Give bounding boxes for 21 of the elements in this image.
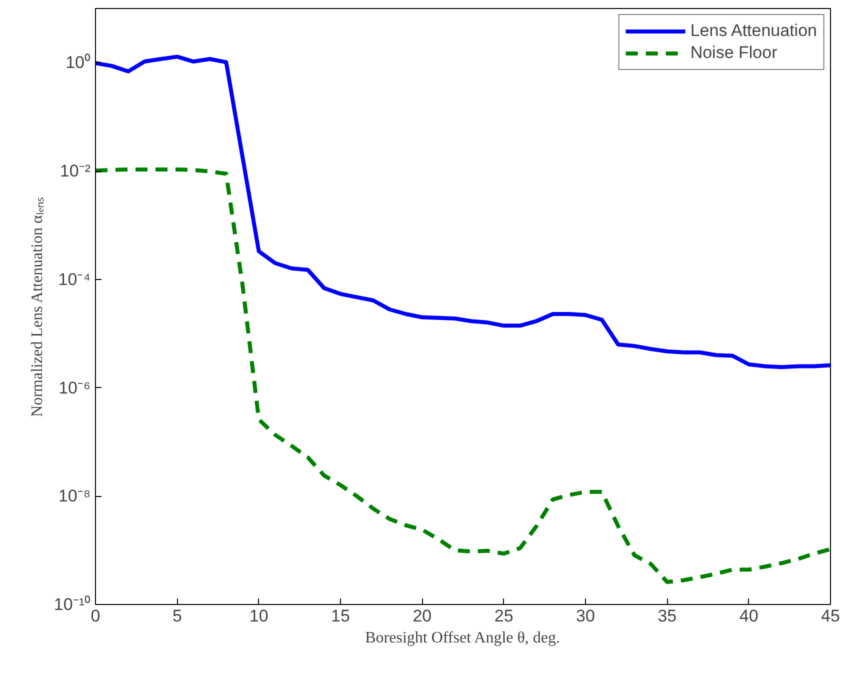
y-tick-label: 10⁻² <box>60 162 91 181</box>
x-tick-label: 25 <box>494 606 514 626</box>
legend-label: Noise Floor <box>690 43 778 63</box>
y-tick-label: 10⁰ <box>66 53 91 72</box>
legend-label: Lens Attenuation <box>690 21 817 41</box>
y-tick-label: 10⁻⁶ <box>58 378 91 398</box>
y-tick-label: 10⁻¹⁰ <box>54 595 91 614</box>
x-tick-label: 30 <box>576 606 595 626</box>
line-series <box>96 167 830 584</box>
x-tick-label: 10 <box>249 606 268 626</box>
x-tick-label: 20 <box>412 606 432 626</box>
y-tick-label: 10⁻⁸ <box>58 486 91 506</box>
x-tick-label: 45 <box>821 606 840 626</box>
x-tick-label: 0 <box>90 606 100 626</box>
x-tick-label: 15 <box>331 606 350 626</box>
y-tick-label: 10⁻⁴ <box>58 270 91 289</box>
x-axis-title: Boresight Offset Angle θ, deg. <box>365 630 560 646</box>
y-axis-title: Normalized Lens Attenuation αₗₑₙₛ <box>28 197 46 417</box>
x-tick-label: 5 <box>172 606 182 626</box>
x-tick-label: 40 <box>739 606 758 626</box>
x-tick-label: 35 <box>658 606 677 626</box>
